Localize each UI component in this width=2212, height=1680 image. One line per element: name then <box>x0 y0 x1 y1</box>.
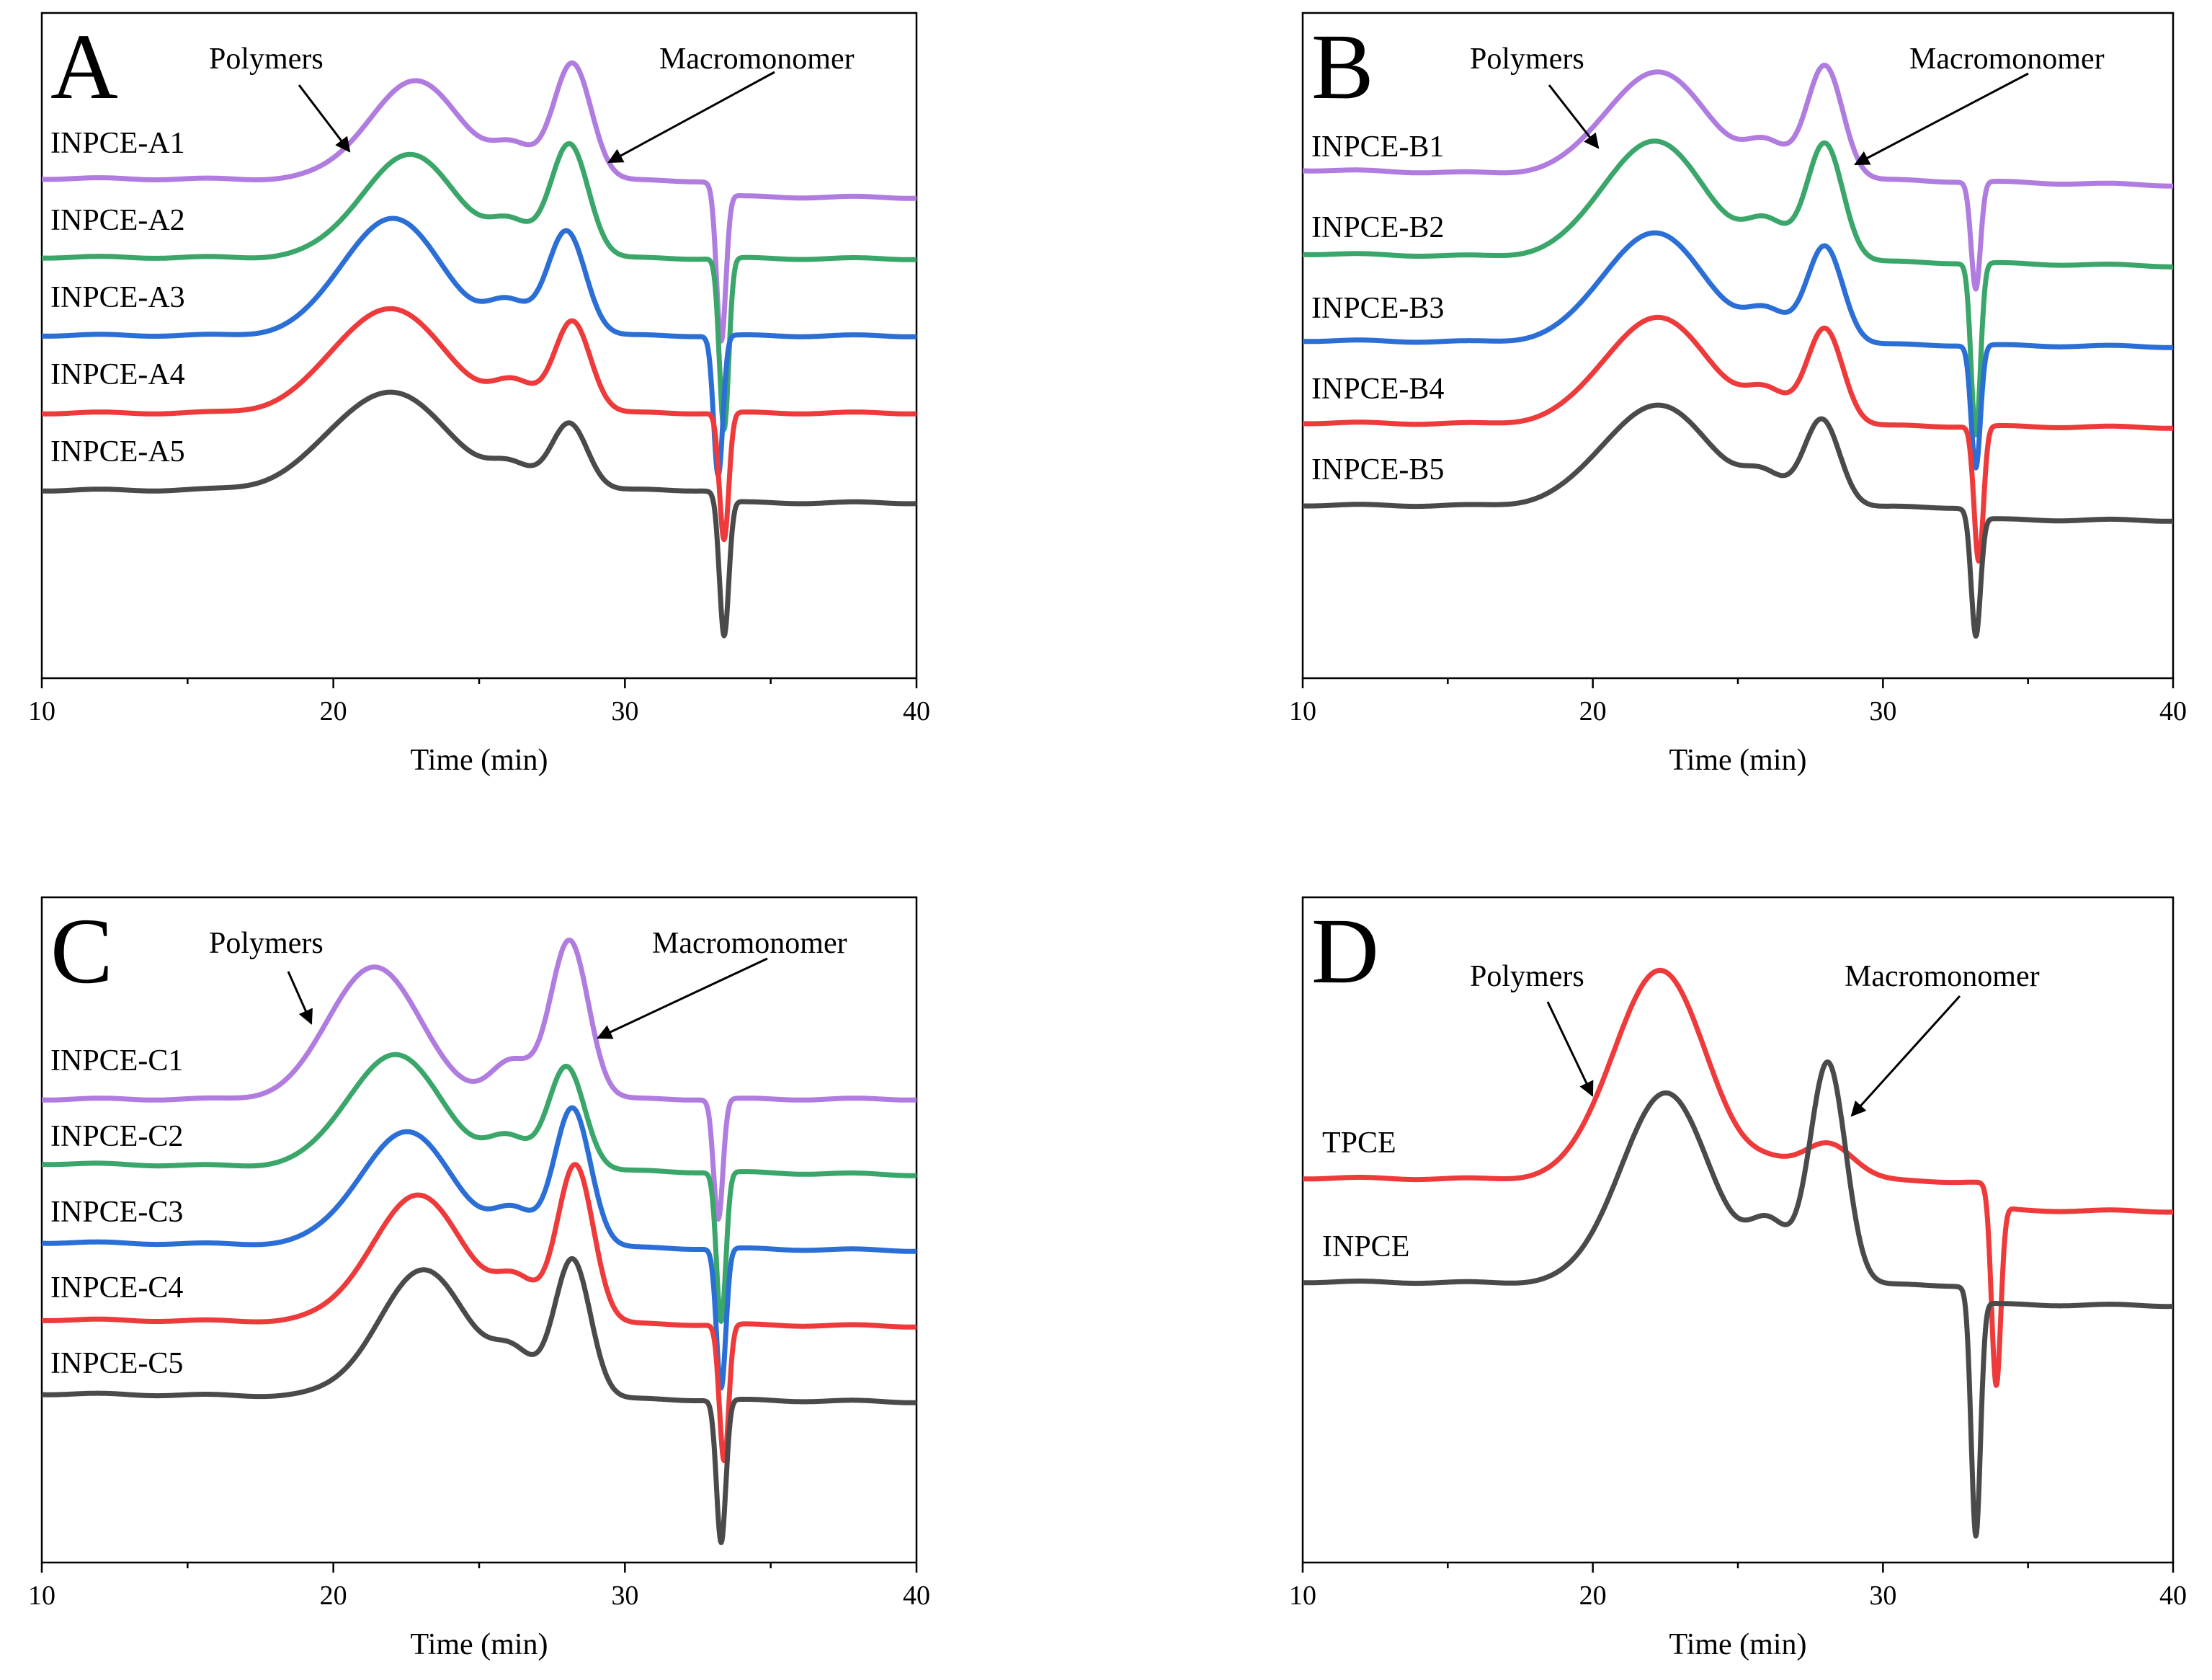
series-label: INPCE-B1 <box>1311 130 1444 164</box>
series-line-tpce <box>1301 967 2175 1388</box>
x-tick-label: 40 <box>903 696 930 726</box>
x-tick-label: 30 <box>1869 696 1896 726</box>
x-axis-title: Time (min) <box>411 1628 548 1661</box>
x-tick-label: 40 <box>2159 1581 2187 1611</box>
series-label: INPCE-A5 <box>50 435 185 468</box>
series-label: INPCE-A2 <box>50 204 185 237</box>
annotation-label: Polymers <box>1470 960 1584 993</box>
series-line-inpce-c3 <box>40 1105 919 1391</box>
panel-letter: B <box>1311 15 1374 119</box>
x-tick-label: 40 <box>2159 696 2187 726</box>
annotation-label: Macromonomer <box>652 927 847 960</box>
series-label: INPCE-A1 <box>50 127 185 160</box>
panel-letter: A <box>50 15 118 119</box>
x-tick-label: 40 <box>903 1581 930 1611</box>
x-tick-label: 10 <box>1289 696 1316 726</box>
annotation-arrow <box>1850 995 1961 1117</box>
panel-b: 10 20 30 40 Time (min) B INPCE-B1 INPCE-B2 INPCE… <box>1289 12 2187 777</box>
series-label: INPCE-B4 <box>1311 373 1444 406</box>
annotation-arrow <box>298 84 351 153</box>
series-label: INPCE-A4 <box>50 358 185 391</box>
annotation-arrow <box>1546 1001 1594 1097</box>
annotation-arrow <box>1548 84 1600 149</box>
annotation-label: Polymers <box>1470 43 1584 76</box>
annotation-label: Macromonomer <box>659 43 855 76</box>
x-tick-label: 10 <box>28 1581 55 1611</box>
series-label: INPCE-C1 <box>50 1044 183 1077</box>
annotation-label: Polymers <box>209 43 324 76</box>
panel-d: 10 20 30 40 Time (min) D TPCE INPCE Polymers Macr… <box>1289 896 2187 1661</box>
annotation-label: Macromonomer <box>1909 43 2105 76</box>
series-line-inpce-b4 <box>1301 314 2175 564</box>
series-label: INPCE-C3 <box>50 1196 183 1229</box>
series-line-inpce-b2 <box>1301 138 2175 437</box>
plot-frame <box>40 896 918 1564</box>
annotation-label: Polymers <box>209 927 324 960</box>
series-line-inpce-c2 <box>40 1052 919 1324</box>
panel-a: 10 20 30 40 Time (min) A INPCE-A1 INPCE-A2 INPCE… <box>28 12 930 777</box>
annotation-arrow <box>1854 72 2029 166</box>
annotation-arrow <box>607 71 775 164</box>
annotation-label: Macromonomer <box>1845 960 2040 993</box>
plot-frame <box>1301 896 2175 1564</box>
plot-frame <box>40 12 918 680</box>
series-label: INPCE <box>1322 1230 1409 1263</box>
x-axis-title: Time (min) <box>411 744 548 777</box>
series-line-inpce-a5 <box>40 389 919 639</box>
x-tick-label: 30 <box>611 696 638 726</box>
x-tick-label: 20 <box>320 1581 347 1611</box>
x-tick-label: 20 <box>320 696 347 726</box>
series-label: INPCE-C5 <box>50 1347 183 1380</box>
series-line-inpce-a3 <box>40 215 919 478</box>
series-label: TPCE <box>1322 1126 1396 1160</box>
x-tick-label: 20 <box>1579 1581 1607 1611</box>
series-line-inpce-c5 <box>40 1255 919 1545</box>
series-line-inpce-a2 <box>40 141 919 432</box>
series-line-inpce-c1 <box>40 937 919 1222</box>
x-tick-label: 30 <box>611 1581 638 1611</box>
series-line-inpce-a1 <box>40 60 919 344</box>
series-label: INPCE-A3 <box>50 281 185 314</box>
panel-letter: C <box>50 899 113 1003</box>
series-label: INPCE-C4 <box>50 1271 183 1305</box>
x-tick-label: 30 <box>1869 1581 1896 1611</box>
x-tick-label: 10 <box>28 696 55 726</box>
series-line-inpce-b5 <box>1301 402 2175 639</box>
series-line-inpce-b1 <box>1301 63 2175 292</box>
panel-letter: D <box>1311 899 1379 1003</box>
x-tick-label: 10 <box>1289 1581 1316 1611</box>
series-line-inpce-c4 <box>40 1162 919 1464</box>
series-label: INPCE-B5 <box>1311 453 1444 486</box>
x-tick-label: 20 <box>1579 696 1607 726</box>
panel-c: 10 20 30 40 Time (min) C INPCE-C1 INPCE-C2 INPCE… <box>28 896 930 1661</box>
series-line-inpce-b3 <box>1301 230 2175 471</box>
series-label: INPCE-B3 <box>1311 292 1444 325</box>
x-axis-title: Time (min) <box>1669 744 1807 777</box>
x-axis-title: Time (min) <box>1669 1628 1807 1661</box>
annotation-arrow <box>287 971 313 1025</box>
series-label: INPCE-C2 <box>50 1120 183 1153</box>
series-line-inpce-a4 <box>40 306 919 543</box>
series-line-inpce <box>1301 1059 2175 1539</box>
annotation-arrow <box>597 957 768 1039</box>
series-label: INPCE-B2 <box>1311 211 1444 244</box>
